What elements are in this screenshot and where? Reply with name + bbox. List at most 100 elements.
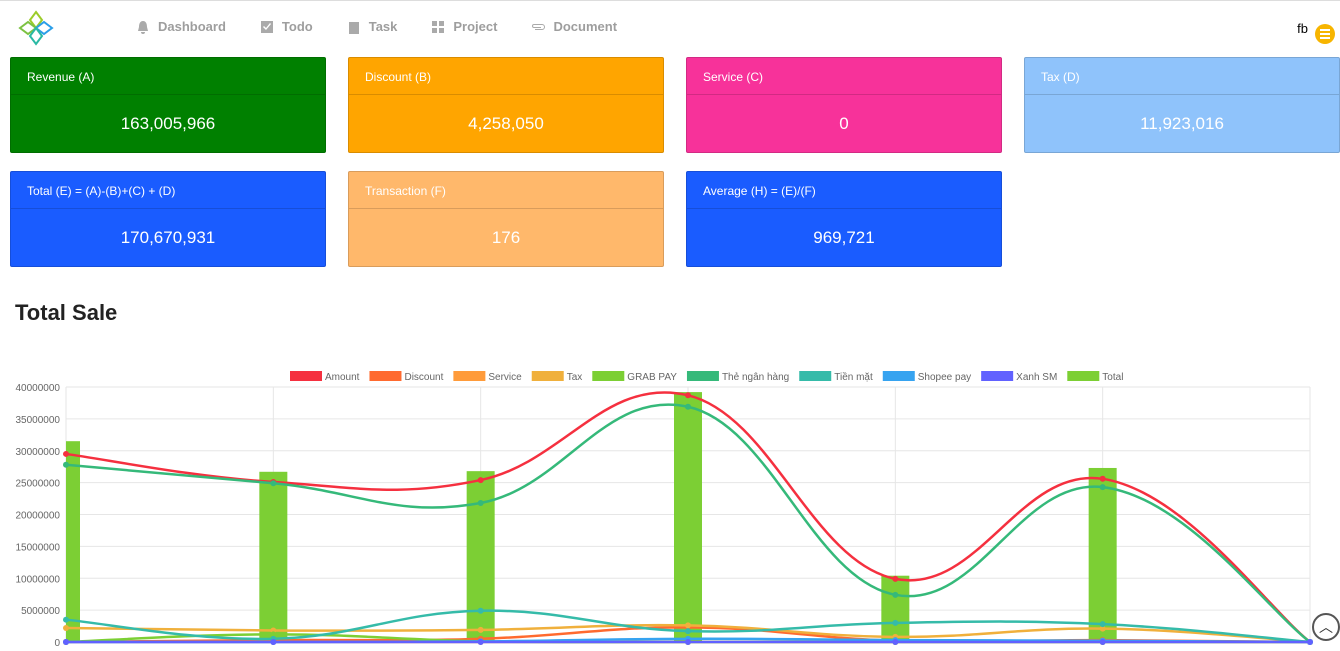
- legend-label: Tax: [567, 372, 583, 383]
- y-tick-label: 35000000: [16, 415, 61, 426]
- user-name[interactable]: fb: [1297, 21, 1308, 36]
- stat-card-label: Total (E) = (A)-(B)+(C) + (D): [11, 172, 325, 209]
- legend-swatch: [981, 371, 1014, 381]
- y-tick-label: 25000000: [16, 479, 61, 490]
- logo[interactable]: [18, 10, 54, 46]
- stat-card-value: 11,923,016: [1140, 114, 1224, 133]
- paperclip-icon: [532, 23, 546, 30]
- stat-card-value: 0: [839, 114, 849, 133]
- legend-item[interactable]: Tax: [531, 371, 583, 383]
- data-point[interactable]: [685, 392, 691, 399]
- stat-card: Total (E) = (A)-(B)+(C) + (D) 170,670,931: [10, 171, 326, 267]
- data-point[interactable]: [477, 639, 484, 645]
- data-point[interactable]: [1099, 484, 1106, 491]
- legend-swatch: [592, 371, 625, 381]
- y-tick-label: 30000000: [16, 447, 61, 458]
- legend-label: Shopee pay: [918, 372, 971, 383]
- data-point[interactable]: [477, 626, 484, 633]
- stat-card-value: 176: [491, 228, 521, 247]
- legend-label: Tiền mặt: [834, 371, 873, 383]
- data-point[interactable]: [892, 575, 899, 582]
- section-title: Total Sale: [15, 300, 118, 325]
- legend-item[interactable]: Thẻ ngân hàng: [686, 371, 789, 383]
- data-point[interactable]: [270, 631, 277, 638]
- data-point[interactable]: [1099, 475, 1106, 482]
- nav-dashboard[interactable]: Dashboard: [136, 19, 226, 34]
- legend-label: Xanh SM: [1016, 372, 1057, 383]
- stat-card-label: Discount (B): [349, 58, 663, 95]
- stat-card: Transaction (F) 176: [348, 171, 664, 267]
- stat-card: Revenue (A) 163,005,966: [10, 57, 326, 153]
- legend-swatch: [1067, 371, 1100, 381]
- data-point[interactable]: [63, 639, 69, 645]
- nav-todo[interactable]: Todo: [260, 19, 313, 34]
- legend-item[interactable]: Amount: [290, 371, 360, 383]
- legend-label: Amount: [325, 372, 360, 383]
- data-point[interactable]: [63, 461, 69, 468]
- data-point[interactable]: [270, 480, 277, 487]
- menu-icon[interactable]: [1315, 24, 1335, 44]
- data-point[interactable]: [685, 622, 691, 629]
- data-point[interactable]: [1099, 625, 1106, 632]
- data-point[interactable]: [892, 591, 899, 598]
- legend-swatch: [290, 371, 322, 381]
- stat-card-label: Revenue (A): [11, 58, 325, 95]
- data-point[interactable]: [63, 616, 69, 623]
- total-bar[interactable]: [66, 441, 80, 642]
- data-point[interactable]: [1307, 639, 1313, 645]
- total-bar[interactable]: [259, 471, 288, 642]
- grid-icon: [432, 20, 445, 33]
- legend-swatch: [799, 371, 832, 381]
- nav-document[interactable]: Document: [531, 19, 617, 34]
- bell-icon: [138, 20, 148, 34]
- legend-item[interactable]: Total: [1067, 371, 1123, 383]
- data-point[interactable]: [477, 477, 484, 484]
- stat-card: Average (H) = (E)/(F) 969,721: [686, 171, 1002, 267]
- checkbox-icon: [260, 20, 273, 33]
- data-point[interactable]: [892, 619, 899, 626]
- stat-card-label: Service (C): [687, 58, 1001, 95]
- total-bar[interactable]: [881, 575, 910, 642]
- legend-item[interactable]: Xanh SM: [981, 371, 1057, 383]
- nav-project[interactable]: Project: [431, 19, 497, 34]
- total-bar[interactable]: [674, 392, 702, 642]
- stat-card: Service (C) 0: [686, 57, 1002, 153]
- data-point[interactable]: [63, 624, 69, 631]
- legend-item[interactable]: Service: [453, 371, 522, 383]
- total-bar[interactable]: [1088, 467, 1117, 642]
- data-point[interactable]: [892, 639, 899, 645]
- data-point[interactable]: [685, 639, 691, 645]
- stat-card: Discount (B) 4,258,050: [348, 57, 664, 153]
- stat-card-label: Average (H) = (E)/(F): [687, 172, 1001, 209]
- legend-item[interactable]: GRAB PAY: [592, 371, 677, 383]
- data-point[interactable]: [63, 450, 69, 457]
- nav-task[interactable]: Task: [347, 19, 397, 34]
- legend-swatch: [453, 371, 486, 381]
- data-point[interactable]: [270, 639, 277, 645]
- scroll-top-button[interactable]: ︿: [1312, 613, 1340, 641]
- stat-card-label: Transaction (F): [349, 172, 663, 209]
- legend-item[interactable]: Discount: [369, 371, 444, 383]
- legend-item[interactable]: Shopee pay: [882, 371, 971, 383]
- stat-card-value: 170,670,931: [120, 228, 216, 247]
- legend-label: GRAB PAY: [627, 372, 677, 383]
- data-point[interactable]: [685, 403, 691, 410]
- data-point[interactable]: [477, 500, 484, 507]
- legend-swatch: [369, 371, 402, 381]
- y-tick-label: 40000000: [16, 383, 61, 394]
- clipboard-icon: [348, 21, 359, 34]
- stat-card-label: Tax (D): [1025, 58, 1339, 95]
- data-point[interactable]: [1099, 639, 1106, 645]
- total-bar[interactable]: [466, 471, 495, 642]
- stat-card-value: 4,258,050: [468, 114, 544, 133]
- data-point[interactable]: [685, 628, 691, 635]
- legend-label: Thẻ ngân hàng: [722, 372, 789, 383]
- legend-swatch: [882, 371, 915, 381]
- legend-item[interactable]: Tiền mặt: [799, 371, 873, 383]
- legend-swatch: [686, 371, 719, 381]
- data-point[interactable]: [477, 607, 484, 614]
- top-nav: Dashboard Todo Task Project Document fb: [0, 1, 1340, 53]
- y-tick-label: 0: [54, 638, 60, 649]
- data-point[interactable]: [1099, 621, 1106, 628]
- y-tick-label: 20000000: [16, 511, 61, 522]
